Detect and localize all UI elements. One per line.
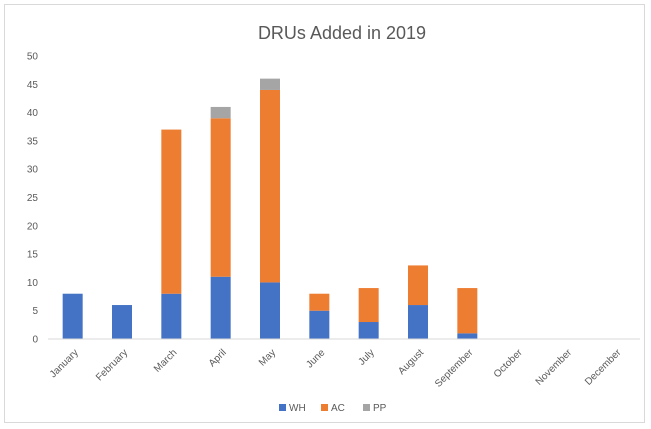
bar-segment-wh [112,305,132,339]
chart-title: DRUs Added in 2019 [258,23,426,43]
x-tick-label: January [48,347,81,380]
bar-segment-wh [161,293,182,339]
bar-segment-wh [62,293,83,339]
x-tick-label: May [257,347,278,368]
legend-label: WH [289,403,306,414]
y-tick-label: 5 [32,306,38,317]
y-tick-label: 40 [27,108,39,119]
bar-segment-ac [309,293,330,311]
bar-segment-wh [457,333,478,339]
legend-label: PP [373,403,387,414]
x-tick-label: December [583,347,624,388]
legend-label: AC [331,403,345,414]
bar-segment-pp [210,106,231,119]
x-tick-label: July [356,347,376,367]
x-tick-label: March [152,347,179,374]
legend-swatch [363,404,370,411]
y-tick-label: 25 [27,193,39,204]
y-tick-label: 50 [27,52,39,63]
bar-segment-pp [260,78,280,90]
bar-segment-wh [408,305,428,339]
legend: WH AC PP [279,403,387,414]
x-tick-label: February [94,347,130,383]
x-tick-label: August [396,347,426,377]
legend-item-ac: AC [321,403,345,414]
legend-swatch [279,404,286,411]
legend-item-wh: WH [279,403,306,414]
chart-frame [4,4,645,423]
x-tick-label: October [492,347,525,380]
x-tick-label: November [534,347,575,388]
bar-segment-wh [358,322,379,339]
bar-segment-ac [260,89,280,283]
legend-swatch [321,404,328,411]
bars [62,78,478,339]
y-tick-label: 0 [32,335,38,346]
bar-segment-ac [210,118,231,277]
x-tick-label: June [304,347,327,370]
y-tick-label: 15 [27,250,39,261]
y-tick-label: 45 [27,80,39,91]
x-axis-ticks: January February March April May June July Augu… [48,347,624,390]
bar-segment-wh [309,310,330,339]
y-tick-label: 35 [27,136,39,147]
x-tick-label: April [207,347,229,369]
bar-segment-ac [408,265,428,306]
legend-item-pp: PP [363,403,387,414]
y-tick-label: 30 [27,165,39,176]
bar-segment-ac [161,129,182,294]
y-tick-label: 10 [27,278,39,289]
y-axis-ticks: 0 5 10 15 20 25 30 35 40 45 50 [27,52,39,346]
bar-segment-ac [457,288,478,334]
bar-segment-wh [260,282,280,339]
x-tick-label: September [433,347,476,390]
bar-segment-ac [358,288,379,323]
y-tick-label: 20 [27,221,39,232]
bar-segment-wh [210,276,231,339]
